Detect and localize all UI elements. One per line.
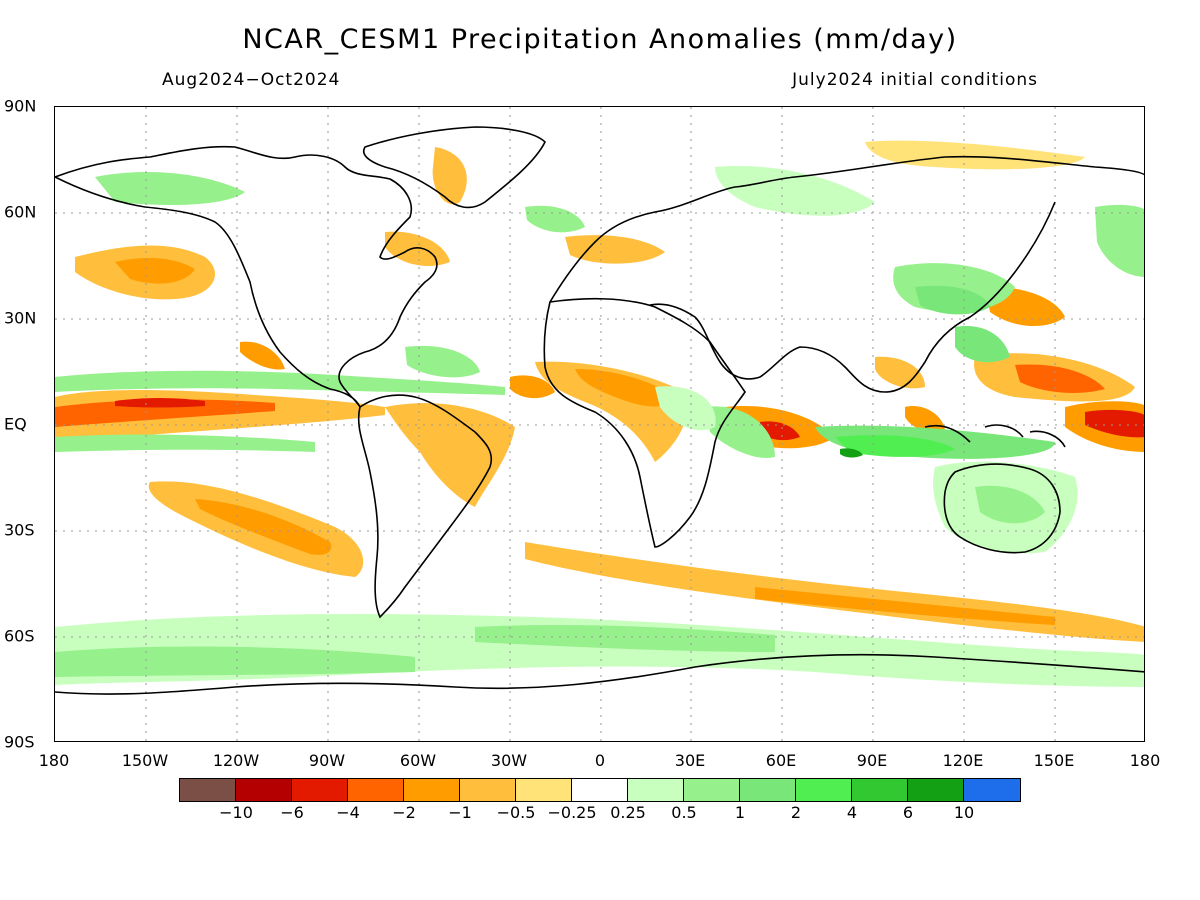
colorbar-swatch [404, 779, 460, 801]
period-label: Aug2024−Oct2024 [162, 70, 341, 90]
colorbar-swatch [180, 779, 236, 801]
lon-label: 90W [308, 751, 346, 770]
lat-label: 90S [4, 732, 35, 752]
colorbar-swatch [236, 779, 292, 801]
south-america-coast [357, 394, 493, 619]
lon-label: 180 [1129, 751, 1161, 770]
lat-label: 60N [4, 202, 37, 222]
colorbar-swatch [292, 779, 348, 801]
africa-coast [543, 297, 746, 548]
north-america-coast [55, 145, 438, 408]
lat-label: 30S [4, 520, 35, 540]
colorbar-swatch [572, 779, 628, 801]
dry-anomaly-regions [55, 140, 1144, 643]
colorbar-label: 10 [953, 803, 975, 822]
colorbar-swatch [796, 779, 852, 801]
lat-label: 90N [4, 96, 37, 116]
lon-label: 150W [121, 751, 169, 770]
colorbar-label: 2 [790, 803, 802, 822]
colorbar-label: −6 [280, 803, 304, 822]
colorbar-swatch [740, 779, 796, 801]
coastlines [55, 126, 1144, 695]
wet-anomaly-regions [55, 166, 1144, 687]
colorbar-label: −1 [448, 803, 472, 822]
colorbar-label: 0.25 [610, 803, 646, 822]
anomaly-field [55, 107, 1144, 741]
lon-label: 60W [399, 751, 437, 770]
colorbar-swatch [964, 779, 1020, 801]
antarctica-coast [55, 653, 1144, 695]
lon-label: 180 [38, 751, 70, 770]
colorbar-swatch [852, 779, 908, 801]
init-conditions-label: July2024 initial conditions [792, 70, 1038, 90]
lon-label: 150E [1033, 751, 1075, 770]
colorbar-label: 0.5 [671, 803, 697, 822]
anomaly-map [54, 106, 1145, 742]
lon-label: 90E [856, 751, 888, 770]
colorbar-swatch [628, 779, 684, 801]
colorbar-label: −4 [336, 803, 360, 822]
lon-label: 30W [490, 751, 528, 770]
colorbar-swatch [460, 779, 516, 801]
eurasia-coast [549, 155, 1144, 393]
australia-coast [943, 463, 1061, 554]
lon-label: 60E [765, 751, 797, 770]
lat-label: 30N [4, 308, 37, 328]
lon-label: 0 [594, 751, 606, 770]
colorbar-swatch [516, 779, 572, 801]
gridlines [55, 107, 1144, 741]
colorbar [179, 778, 1021, 802]
colorbar-label: −10 [219, 803, 253, 822]
colorbar-label: −0.25 [547, 803, 597, 822]
lat-label: 60S [4, 626, 35, 646]
lat-label: EQ [4, 414, 27, 434]
greenland-coast [363, 126, 546, 209]
chart-title: NCAR_CESM1 Precipitation Anomalies (mm/d… [242, 24, 958, 55]
indonesia-coast [924, 424, 1066, 448]
colorbar-swatch [908, 779, 964, 801]
lon-label: 120E [942, 751, 984, 770]
colorbar-swatch [684, 779, 740, 801]
colorbar-swatch [348, 779, 404, 801]
colorbar-label: 1 [734, 803, 746, 822]
lon-label: 30E [674, 751, 706, 770]
colorbar-label: −0.5 [496, 803, 536, 822]
colorbar-label: 6 [902, 803, 914, 822]
lon-label: 120W [212, 751, 260, 770]
colorbar-label: −2 [392, 803, 416, 822]
colorbar-label: 4 [846, 803, 858, 822]
